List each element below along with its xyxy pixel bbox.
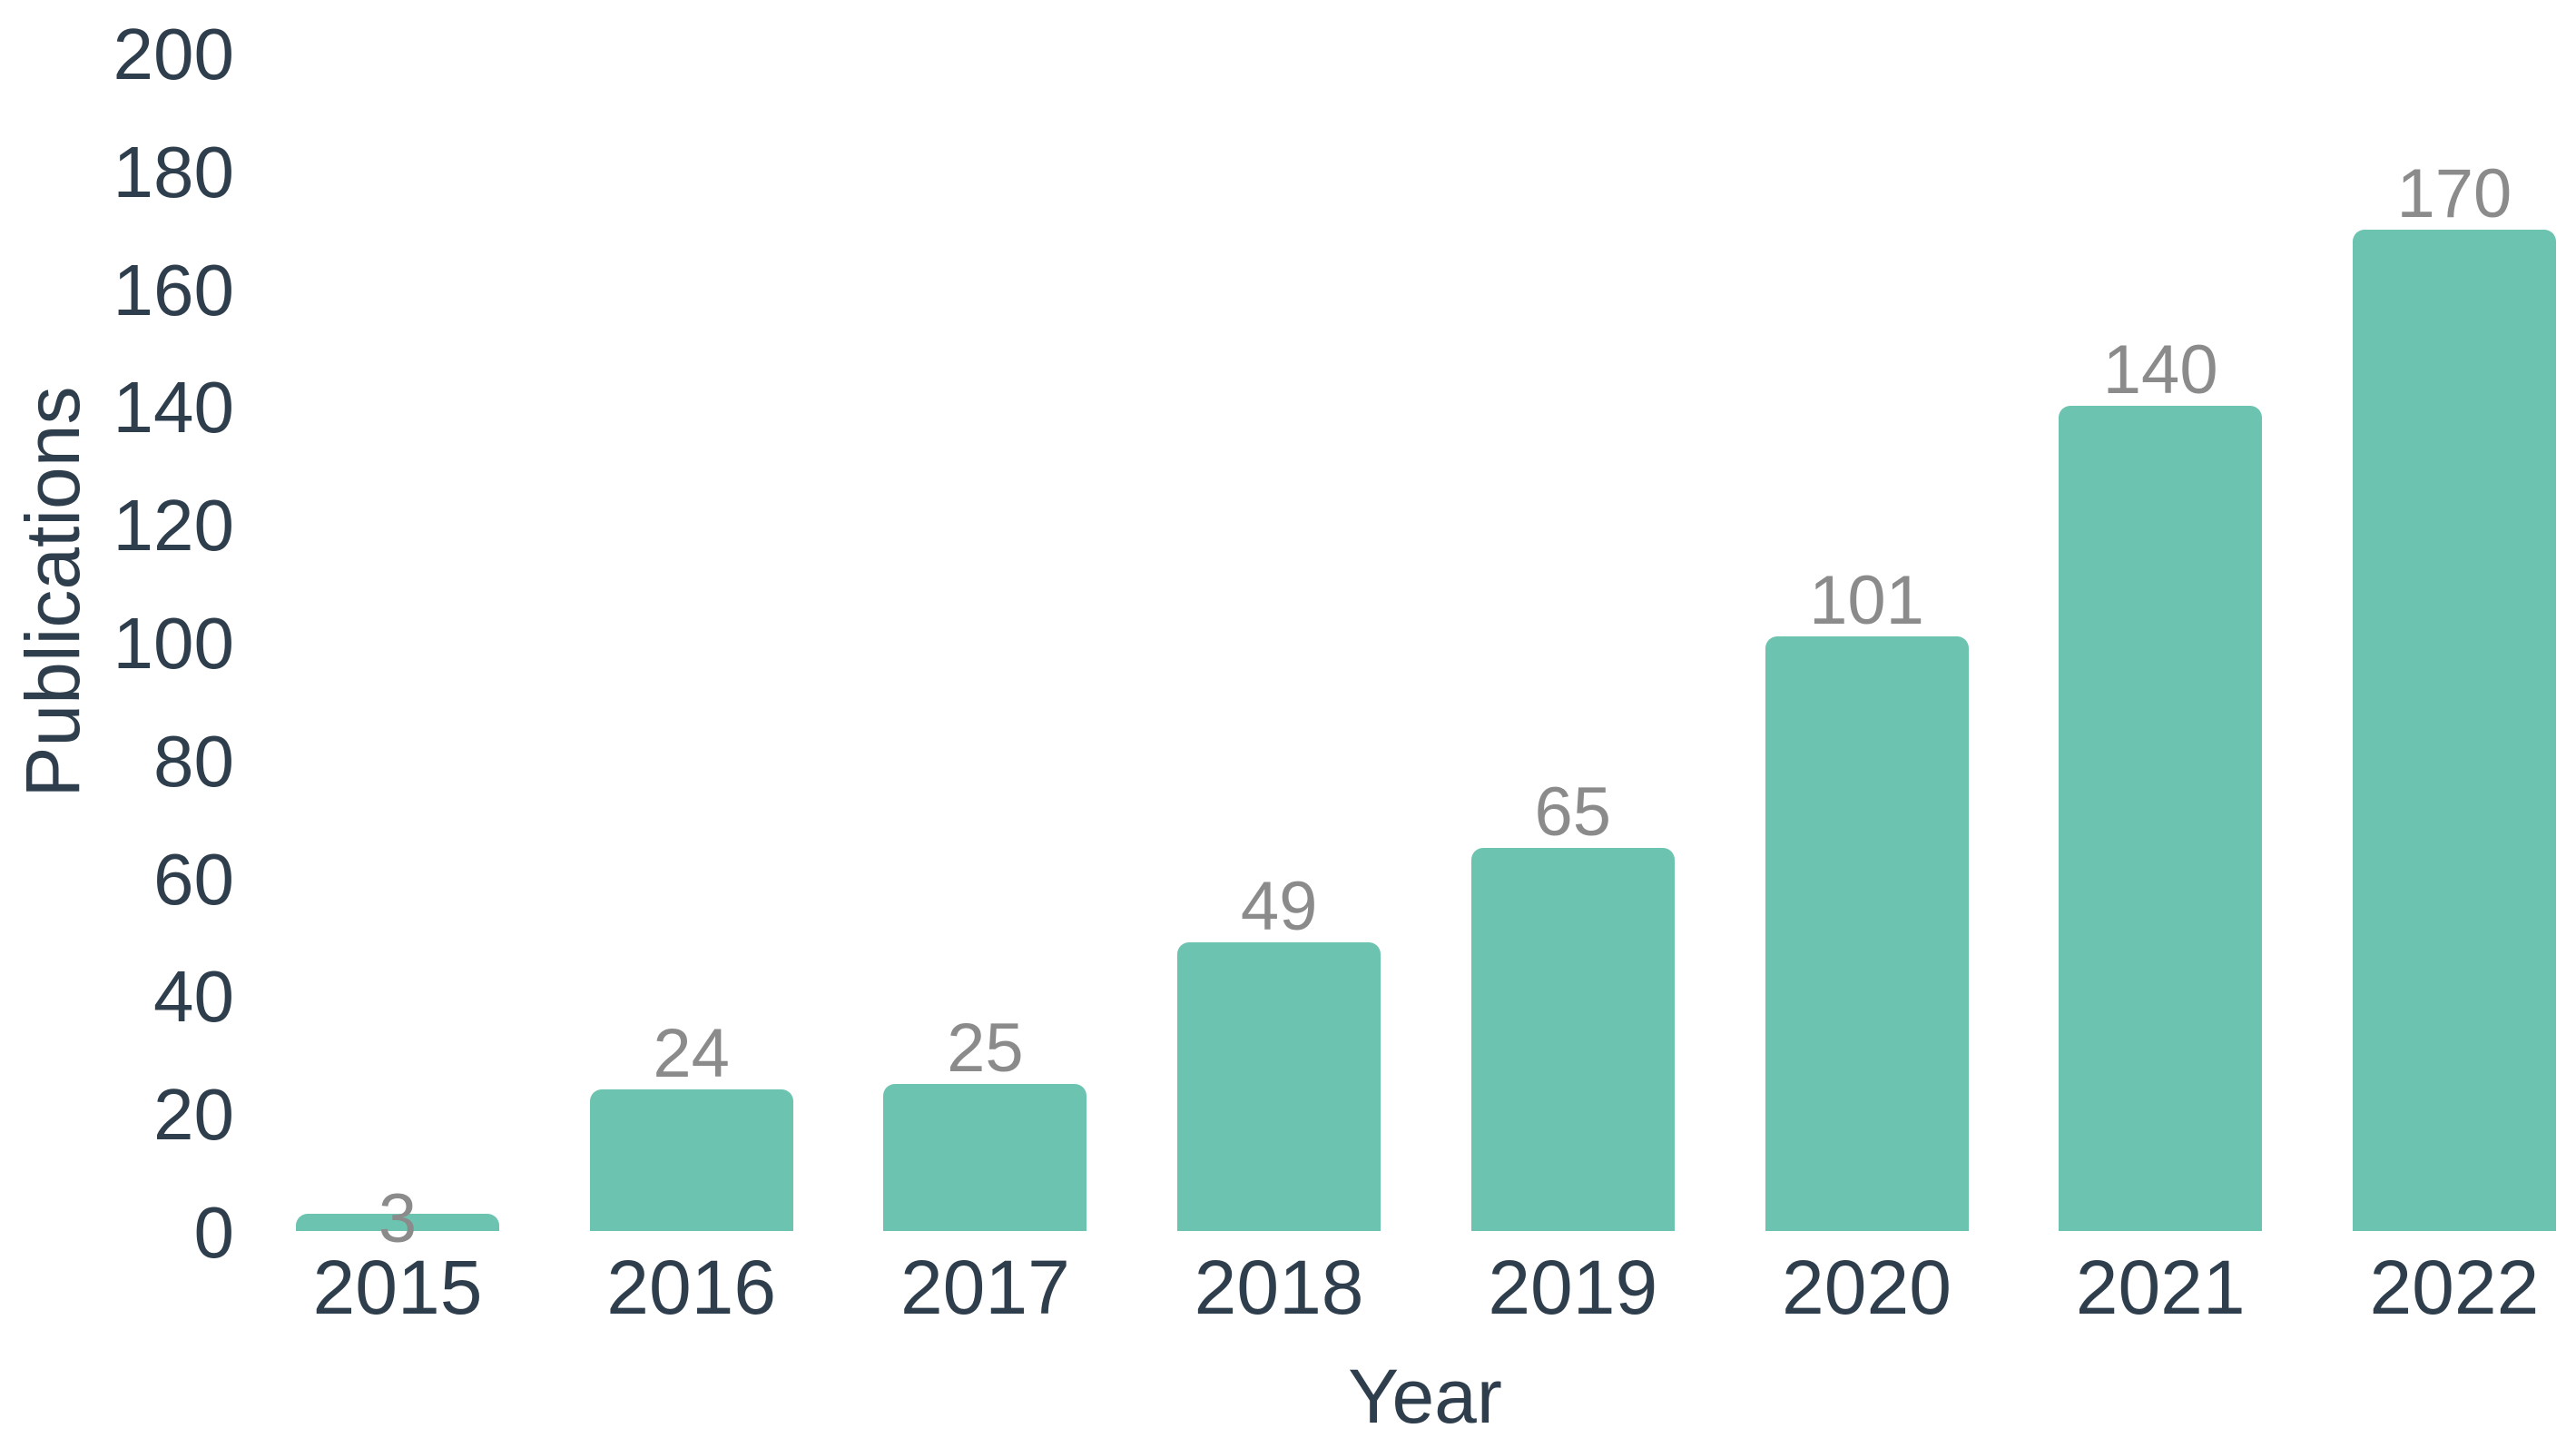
x-tick-label-2015: 2015 (312, 1245, 483, 1330)
y-tick-label: 20 (153, 1074, 234, 1156)
y-tick-label: 80 (153, 720, 234, 802)
bar-value-label: 170 (2396, 154, 2512, 232)
bar-2016 (589, 1089, 793, 1231)
bar-2017 (883, 1083, 1087, 1231)
bar-value-label: 3 (378, 1179, 418, 1257)
bar-2020 (1765, 635, 1969, 1231)
bar-2015 (296, 1213, 499, 1231)
y-tick-label: 0 (193, 1192, 235, 1273)
bar-value-label: 101 (1809, 561, 1924, 639)
bar-2022 (2352, 229, 2556, 1231)
x-tick-label-2021: 2021 (2075, 1245, 2246, 1330)
y-tick-label: 200 (113, 14, 234, 94)
x-tick-label-2018: 2018 (1194, 1245, 1364, 1330)
bar-value-label: 25 (947, 1009, 1024, 1087)
y-tick-label: 40 (153, 956, 234, 1038)
bar-2018 (1177, 941, 1381, 1231)
y-tick-label: 120 (113, 485, 234, 566)
bar-value-label: 140 (2102, 331, 2218, 409)
y-tick-label: 100 (113, 603, 234, 684)
x-tick-label-2019: 2019 (1488, 1245, 1658, 1330)
x-tick-label-2016: 2016 (606, 1245, 777, 1330)
bar-value-label: 65 (1534, 773, 1612, 852)
x-tick-label-2022: 2022 (2369, 1245, 2540, 1330)
y-tick-label: 160 (113, 249, 234, 330)
bar-value-label: 49 (1240, 867, 1318, 945)
y-tick-label: 60 (153, 838, 234, 920)
x-tick-label-2017: 2017 (900, 1245, 1070, 1330)
y-tick-label: 180 (113, 131, 234, 212)
x-tick-label-2020: 2020 (1782, 1245, 1952, 1330)
bar-value-label: 24 (653, 1015, 730, 1093)
bar-2021 (2059, 406, 2263, 1231)
x-axis-title: Year (1348, 1354, 1502, 1439)
y-tick-label: 140 (113, 367, 234, 448)
bar-2019 (1470, 848, 1675, 1231)
